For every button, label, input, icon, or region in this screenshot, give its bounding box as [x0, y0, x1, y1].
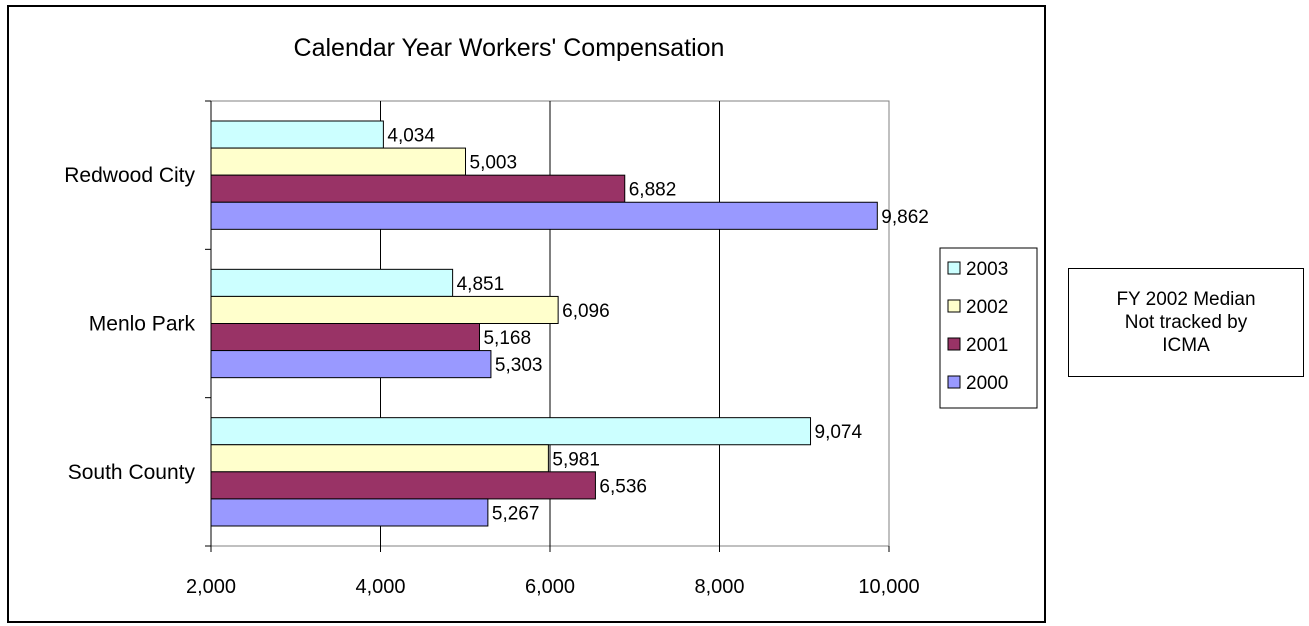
- x-tick-label: 6,000: [525, 576, 575, 598]
- bar: [210, 147, 467, 176]
- legend-swatch: [947, 261, 961, 275]
- note-line-3: ICMA: [1162, 335, 1210, 356]
- legend-swatch: [947, 375, 961, 389]
- bar: [210, 471, 596, 500]
- bar: [210, 120, 384, 149]
- bar: [210, 417, 812, 446]
- data-label: 5,003: [470, 153, 518, 174]
- data-label: 5,303: [495, 355, 543, 376]
- data-label: 5,267: [492, 503, 540, 524]
- data-label: 5,168: [483, 328, 531, 349]
- note-line-1: FY 2002 Median: [1116, 289, 1256, 310]
- data-label: 4,851: [457, 274, 505, 295]
- data-label: 6,096: [562, 301, 610, 322]
- legend-label: 2001: [966, 335, 1008, 356]
- chart-title: Calendar Year Workers' Compensation: [294, 34, 725, 62]
- bar: [210, 201, 878, 230]
- data-label: 9,862: [881, 207, 929, 228]
- category-label: Redwood City: [64, 164, 195, 187]
- bar: [210, 295, 559, 324]
- chart-frame: [7, 5, 1046, 623]
- x-tick-label: 8,000: [694, 576, 744, 598]
- bar: [210, 444, 549, 473]
- legend-swatch: [947, 337, 961, 351]
- bar: [210, 268, 454, 297]
- data-label: 9,074: [815, 422, 863, 443]
- data-label: 6,882: [629, 180, 677, 201]
- x-tick-label: 10,000: [858, 576, 919, 598]
- note-box: FY 2002 Median Not tracked by ICMA: [1068, 268, 1304, 377]
- data-label: 4,034: [387, 126, 435, 147]
- category-label: Menlo Park: [89, 313, 196, 336]
- data-label: 6,536: [599, 476, 647, 497]
- x-tick-label: 4,000: [355, 576, 405, 598]
- category-label: South County: [68, 461, 196, 484]
- bar: [210, 323, 480, 352]
- legend-label: 2003: [966, 259, 1008, 280]
- x-tick-label: 2,000: [186, 576, 236, 598]
- legend-label: 2002: [966, 297, 1008, 318]
- legend-label: 2000: [966, 373, 1008, 394]
- legend-swatch: [947, 299, 961, 313]
- bar: [210, 350, 492, 379]
- data-label: 5,981: [552, 449, 600, 470]
- bar: [210, 498, 489, 527]
- note-line-2: Not tracked by: [1124, 312, 1248, 333]
- bar: [210, 174, 626, 203]
